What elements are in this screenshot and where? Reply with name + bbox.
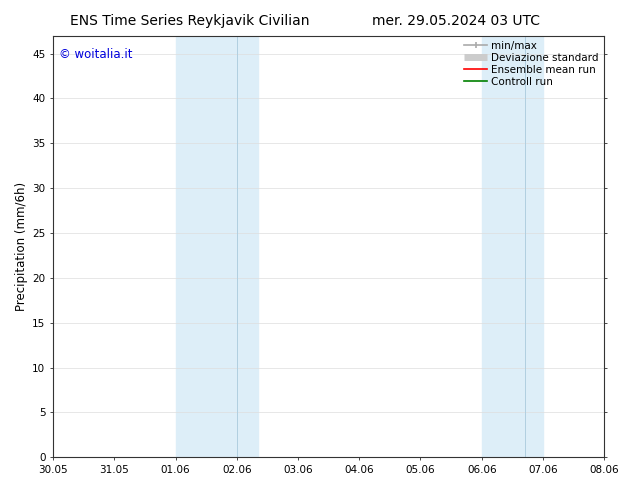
Bar	[176, 36, 258, 457]
Text: mer. 29.05.2024 03 UTC: mer. 29.05.2024 03 UTC	[373, 14, 540, 28]
Bar	[482, 36, 543, 457]
Text: © woitalia.it: © woitalia.it	[58, 48, 132, 61]
Legend: min/max, Deviazione standard, Ensemble mean run, Controll run: min/max, Deviazione standard, Ensemble m…	[462, 39, 601, 89]
Y-axis label: Precipitation (mm/6h): Precipitation (mm/6h)	[15, 182, 28, 311]
Text: ENS Time Series Reykjavik Civilian: ENS Time Series Reykjavik Civilian	[70, 14, 310, 28]
